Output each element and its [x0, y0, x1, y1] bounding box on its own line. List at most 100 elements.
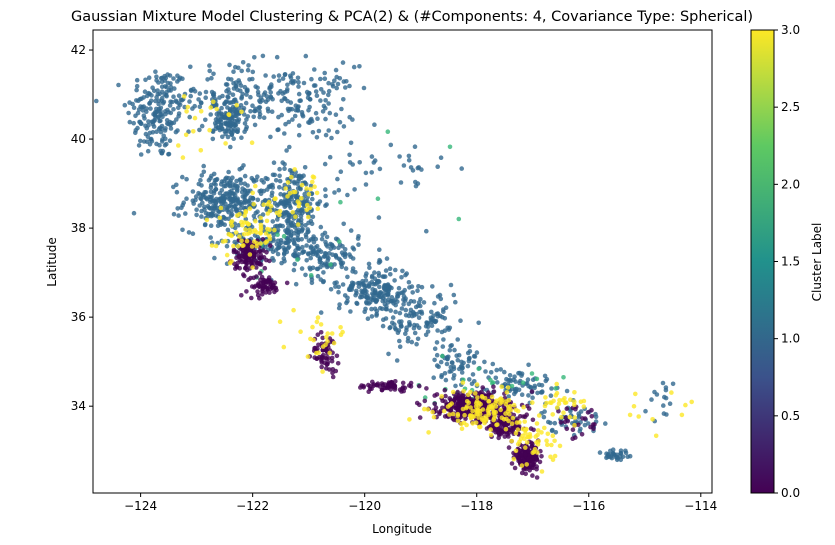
scatter-point — [515, 427, 521, 432]
scatter-point — [350, 117, 355, 122]
scatter-point — [282, 182, 288, 188]
scatter-point — [140, 108, 146, 113]
scatter-point — [234, 102, 239, 108]
scatter-point — [424, 386, 429, 391]
scatter-point — [212, 188, 217, 194]
scatter-point — [327, 154, 333, 160]
scatter-point — [211, 198, 216, 203]
scatter-point — [291, 252, 296, 258]
scatter-point — [459, 363, 465, 369]
scatter-point — [255, 209, 260, 214]
scatter-point — [293, 214, 298, 219]
scatter-point — [433, 318, 439, 324]
scatter-point — [480, 385, 486, 390]
scatter-point — [224, 175, 229, 181]
scatter-point — [273, 224, 278, 229]
scatter-point — [435, 311, 441, 316]
scatter-point — [312, 67, 317, 72]
scatter-point — [285, 194, 290, 199]
scatter-point — [321, 279, 327, 284]
scatter-point — [303, 272, 308, 278]
scatter-point — [137, 96, 143, 102]
scatter-point — [561, 375, 566, 380]
scatter-point — [247, 252, 253, 257]
scatter-point — [297, 173, 302, 179]
scatter-point — [576, 411, 581, 417]
scatter-point — [376, 273, 382, 279]
scatter-point — [150, 119, 156, 124]
scatter-point — [330, 82, 335, 87]
scatter-point — [554, 405, 560, 410]
scatter-point — [334, 255, 339, 260]
scatter-point — [305, 214, 311, 220]
scatter-point — [220, 134, 225, 140]
scatter-point — [261, 284, 267, 289]
scatter-point — [245, 114, 251, 119]
scatter-point — [146, 119, 151, 124]
scatter-point — [542, 373, 548, 379]
scatter-point — [493, 400, 498, 405]
scatter-point — [410, 168, 416, 173]
scatter-point — [228, 144, 233, 150]
scatter-point — [212, 255, 217, 261]
scatter-point — [355, 236, 361, 241]
scatter-point — [448, 364, 454, 370]
scatter-point — [265, 176, 270, 182]
scatter-point — [306, 191, 312, 197]
scatter-point — [221, 215, 227, 220]
x-tick-label: −114 — [684, 499, 717, 513]
scatter-point — [377, 247, 382, 252]
scatter-point — [275, 232, 280, 237]
scatter-point — [180, 76, 185, 81]
scatter-point — [456, 393, 462, 399]
scatter-point — [307, 104, 312, 110]
scatter-point — [248, 94, 253, 100]
scatter-point — [315, 116, 320, 121]
scatter-point — [295, 199, 301, 204]
scatter-point — [467, 343, 472, 349]
scatter-point — [309, 280, 315, 286]
scatter-point — [524, 440, 530, 445]
scatter-point — [364, 271, 369, 276]
scatter-point — [497, 401, 503, 406]
scatter-point — [369, 314, 375, 319]
scatter-point — [553, 430, 559, 435]
scatter-point — [459, 426, 465, 432]
scatter-point — [277, 208, 283, 214]
scatter-point — [277, 173, 282, 179]
scatter-point — [578, 426, 583, 432]
scatter-point — [207, 127, 212, 133]
scatter-point — [318, 322, 324, 327]
scatter-point — [181, 94, 187, 99]
scatter-point — [367, 265, 372, 271]
scatter-point — [131, 210, 137, 216]
scatter-point — [572, 390, 577, 395]
colorbar-tick-label: 3.0 — [781, 23, 800, 37]
scatter-point — [465, 363, 471, 369]
scatter-point — [130, 101, 135, 107]
scatter-point — [176, 213, 181, 218]
scatter-point — [244, 92, 249, 97]
scatter-point — [286, 244, 292, 250]
scatter-point — [585, 410, 591, 415]
scatter-point — [168, 110, 174, 116]
scatter-point — [597, 450, 603, 455]
scatter-point — [192, 89, 198, 94]
scatter-point — [387, 325, 393, 331]
scatter-point — [334, 74, 340, 80]
scatter-point — [232, 225, 238, 231]
scatter-point — [403, 307, 409, 313]
scatter-point — [138, 138, 143, 144]
scatter-point — [503, 426, 509, 432]
scatter-point — [164, 118, 170, 123]
scatter-point — [426, 430, 431, 435]
scatter-point — [199, 100, 204, 106]
scatter-point — [257, 189, 263, 194]
scatter-point — [572, 399, 577, 405]
scatter-point — [343, 266, 349, 271]
scatter-point — [208, 235, 213, 240]
scatter-point — [324, 234, 330, 240]
scatter-point — [576, 415, 581, 420]
scatter-point — [242, 84, 248, 90]
scatter-point — [528, 384, 533, 390]
